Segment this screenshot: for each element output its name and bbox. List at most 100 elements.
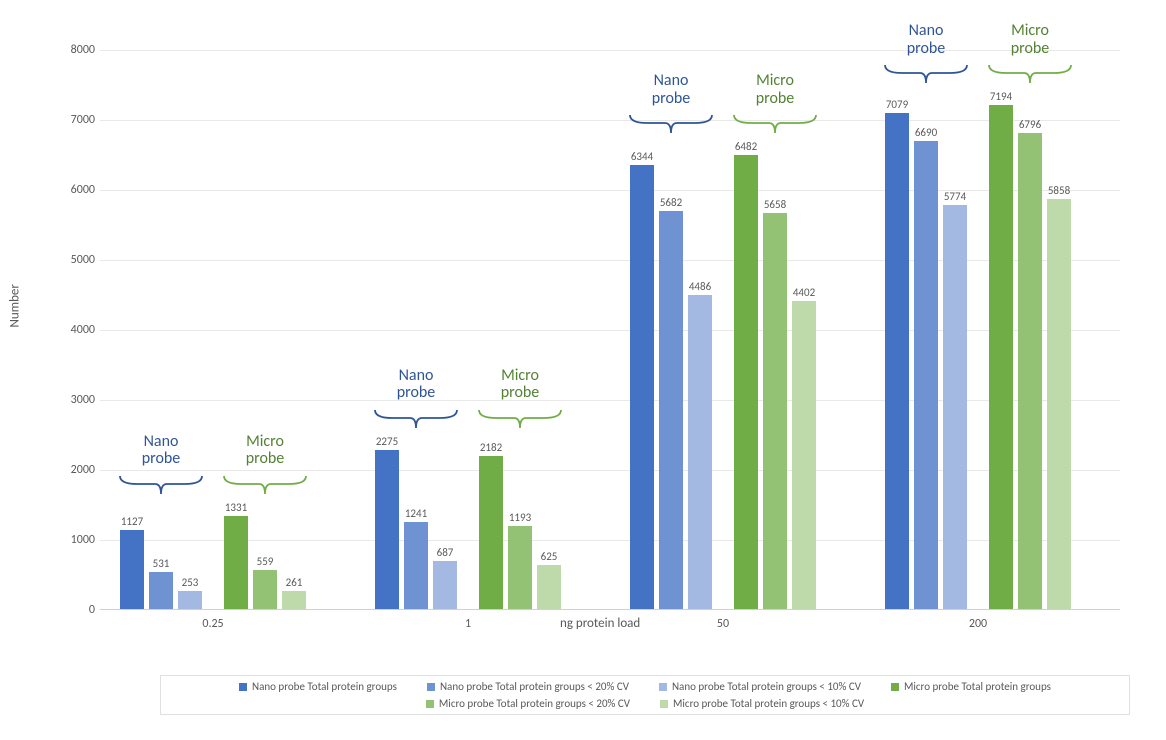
y-tick-label: 7000 [60, 113, 95, 127]
bar-value-label: 531 [141, 557, 181, 570]
bar-value-label: 253 [170, 576, 210, 589]
legend-label: Micro probe Total protein groups [904, 680, 1051, 693]
y-tick-label: 1000 [60, 533, 95, 547]
legend-label: Nano probe Total protein groups < 10% CV [672, 680, 861, 693]
bar: 6690 [914, 141, 938, 609]
bar-group: 200707966905774719467965858NanoprobeMicr… [885, 50, 1140, 609]
y-axis-label: Number [8, 284, 23, 327]
bar-value-label: 1127 [112, 515, 152, 528]
x-tick-label: 50 [717, 617, 729, 631]
bar: 6482 [734, 155, 758, 609]
legend-item: Micro probe Total protein groups [891, 680, 1051, 693]
bar: 5774 [943, 205, 967, 609]
bar-value-label: 7194 [981, 90, 1021, 103]
y-tick-label: 2000 [60, 463, 95, 477]
bar: 2275 [375, 450, 399, 609]
bar: 253 [178, 591, 202, 609]
bar-group: 0.2511275312531331559261NanoprobeMicropr… [120, 50, 375, 609]
bar: 6796 [1018, 133, 1042, 609]
bar-value-label: 6482 [726, 140, 766, 153]
x-axis-label: ng protein load [560, 616, 640, 631]
legend-item: Nano probe Total protein groups < 20% CV [427, 680, 629, 693]
y-tick-label: 3000 [60, 393, 95, 407]
x-tick-label: 0.25 [202, 617, 223, 631]
bar-value-label: 625 [529, 550, 569, 563]
legend-swatch [427, 683, 435, 691]
y-tick-label: 6000 [60, 183, 95, 197]
y-tick-label: 8000 [60, 43, 95, 57]
brace-icon [222, 474, 308, 496]
brace-icon [373, 408, 459, 430]
bar: 5658 [763, 213, 787, 609]
bar: 1241 [404, 522, 428, 609]
x-tick-label: 200 [969, 617, 987, 631]
legend-label: Micro probe Total protein groups < 20% C… [439, 697, 630, 710]
brace-icon [118, 474, 204, 496]
legend-label: Nano probe Total protein groups [252, 680, 397, 693]
legend-item: Nano probe Total protein groups < 10% CV [659, 680, 861, 693]
legend-item: Micro probe Total protein groups < 20% C… [426, 697, 630, 710]
bar: 2182 [479, 456, 503, 609]
bar-value-label: 2275 [367, 435, 407, 448]
brace-icon [732, 113, 818, 135]
micro-probe-label: Microprobe [756, 72, 795, 107]
bar-value-label: 687 [425, 546, 465, 559]
legend-swatch [659, 683, 667, 691]
bar-value-label: 6796 [1010, 118, 1050, 131]
bar: 5858 [1047, 199, 1071, 609]
bar: 6344 [630, 165, 654, 609]
bar-group: 12275124168721821193625NanoprobeMicropro… [375, 50, 630, 609]
legend-swatch [239, 683, 247, 691]
nano-probe-label: Nanoprobe [652, 72, 691, 107]
bar-value-label: 559 [245, 555, 285, 568]
bar-value-label: 5658 [755, 198, 795, 211]
bar-group: 50634456824486648256584402NanoprobeMicro… [630, 50, 885, 609]
nano-probe-label: Nanoprobe [397, 367, 436, 402]
bar-value-label: 4486 [680, 280, 720, 293]
legend-swatch [891, 683, 899, 691]
bar-value-label: 6690 [906, 126, 946, 139]
plot-area: 010002000300040005000600070008000ng prot… [100, 50, 1120, 610]
bar-value-label: 7079 [877, 98, 917, 111]
legend-label: Micro probe Total protein groups < 10% C… [673, 697, 864, 710]
legend-swatch [426, 700, 434, 708]
brace-icon [477, 408, 563, 430]
bar: 7194 [989, 105, 1013, 609]
bar-value-label: 1193 [500, 511, 540, 524]
bar: 5682 [659, 211, 683, 609]
bar: 7079 [885, 113, 909, 609]
bar: 625 [537, 565, 561, 609]
nano-probe-label: Nanoprobe [907, 22, 946, 57]
bar: 4486 [688, 295, 712, 609]
brace-icon [987, 63, 1073, 85]
nano-probe-label: Nanoprobe [142, 433, 181, 468]
bar-value-label: 4402 [784, 286, 824, 299]
micro-probe-label: Microprobe [501, 367, 540, 402]
bar-value-label: 1331 [216, 501, 256, 514]
bar-value-label: 261 [274, 576, 314, 589]
bar-value-label: 2182 [471, 441, 511, 454]
legend: Nano probe Total protein groups Nano prob… [160, 675, 1130, 715]
bar-value-label: 5682 [651, 196, 691, 209]
y-tick-label: 0 [60, 603, 95, 617]
bar-value-label: 5774 [935, 190, 975, 203]
bar: 1193 [508, 526, 532, 610]
bar: 4402 [792, 301, 816, 609]
brace-icon [883, 63, 969, 85]
micro-probe-label: Microprobe [246, 433, 285, 468]
micro-probe-label: Microprobe [1011, 22, 1050, 57]
legend-swatch [660, 700, 668, 708]
bar: 261 [282, 591, 306, 609]
y-tick-label: 5000 [60, 253, 95, 267]
bar-value-label: 5858 [1039, 184, 1079, 197]
legend-item: Micro probe Total protein groups < 10% C… [660, 697, 864, 710]
brace-icon [628, 113, 714, 135]
legend-item: Nano probe Total protein groups [239, 680, 397, 693]
bar-value-label: 6344 [622, 150, 662, 163]
bar: 687 [433, 561, 457, 609]
bar-value-label: 1241 [396, 507, 436, 520]
bar-chart: Number 010002000300040005000600070008000… [20, 20, 1140, 720]
legend-label: Nano probe Total protein groups < 20% CV [440, 680, 629, 693]
x-tick-label: 1 [465, 617, 471, 631]
y-tick-label: 4000 [60, 323, 95, 337]
